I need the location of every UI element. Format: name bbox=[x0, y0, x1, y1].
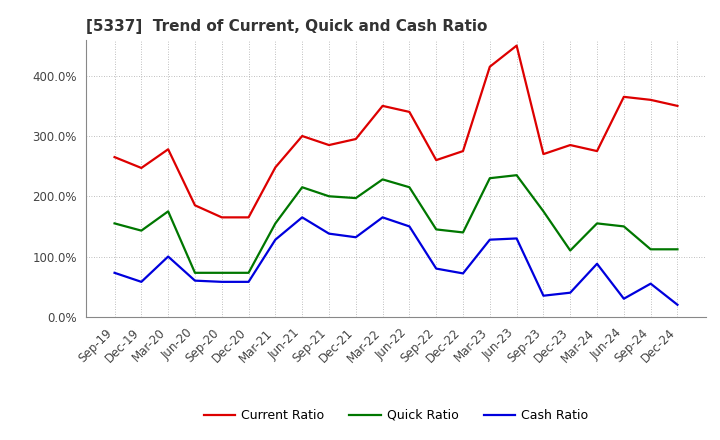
Quick Ratio bbox=[271, 221, 279, 226]
Current Ratio bbox=[110, 154, 119, 160]
Current Ratio bbox=[619, 94, 628, 99]
Quick Ratio bbox=[513, 172, 521, 178]
Cash Ratio bbox=[673, 302, 682, 308]
Cash Ratio bbox=[459, 271, 467, 276]
Current Ratio bbox=[271, 165, 279, 170]
Legend: Current Ratio, Quick Ratio, Cash Ratio: Current Ratio, Quick Ratio, Cash Ratio bbox=[199, 404, 593, 427]
Line: Cash Ratio: Cash Ratio bbox=[114, 217, 678, 305]
Current Ratio bbox=[137, 165, 145, 171]
Quick Ratio bbox=[619, 224, 628, 229]
Cash Ratio bbox=[647, 281, 655, 286]
Cash Ratio bbox=[110, 270, 119, 275]
Cash Ratio bbox=[351, 235, 360, 240]
Cash Ratio bbox=[298, 215, 307, 220]
Quick Ratio bbox=[137, 228, 145, 233]
Quick Ratio bbox=[378, 177, 387, 182]
Current Ratio bbox=[593, 148, 601, 154]
Quick Ratio bbox=[244, 270, 253, 275]
Quick Ratio bbox=[164, 209, 173, 214]
Current Ratio bbox=[298, 133, 307, 139]
Quick Ratio bbox=[673, 247, 682, 252]
Cash Ratio bbox=[593, 261, 601, 266]
Cash Ratio bbox=[378, 215, 387, 220]
Cash Ratio bbox=[271, 237, 279, 242]
Cash Ratio bbox=[432, 266, 441, 271]
Quick Ratio bbox=[351, 195, 360, 201]
Quick Ratio bbox=[110, 221, 119, 226]
Quick Ratio bbox=[539, 209, 548, 214]
Cash Ratio bbox=[217, 279, 226, 285]
Current Ratio bbox=[432, 158, 441, 163]
Current Ratio bbox=[217, 215, 226, 220]
Current Ratio bbox=[539, 151, 548, 157]
Quick Ratio bbox=[298, 185, 307, 190]
Quick Ratio bbox=[217, 270, 226, 275]
Line: Current Ratio: Current Ratio bbox=[114, 46, 678, 217]
Current Ratio bbox=[164, 147, 173, 152]
Current Ratio bbox=[459, 148, 467, 154]
Quick Ratio bbox=[191, 270, 199, 275]
Current Ratio bbox=[647, 97, 655, 103]
Cash Ratio bbox=[137, 279, 145, 285]
Current Ratio bbox=[378, 103, 387, 109]
Cash Ratio bbox=[164, 254, 173, 259]
Quick Ratio bbox=[325, 194, 333, 199]
Current Ratio bbox=[673, 103, 682, 109]
Quick Ratio bbox=[566, 248, 575, 253]
Quick Ratio bbox=[405, 185, 414, 190]
Cash Ratio bbox=[619, 296, 628, 301]
Current Ratio bbox=[244, 215, 253, 220]
Cash Ratio bbox=[485, 237, 494, 242]
Cash Ratio bbox=[566, 290, 575, 295]
Quick Ratio bbox=[432, 227, 441, 232]
Cash Ratio bbox=[513, 236, 521, 241]
Cash Ratio bbox=[325, 231, 333, 236]
Current Ratio bbox=[351, 136, 360, 142]
Line: Quick Ratio: Quick Ratio bbox=[114, 175, 678, 273]
Quick Ratio bbox=[593, 221, 601, 226]
Current Ratio bbox=[405, 109, 414, 114]
Cash Ratio bbox=[539, 293, 548, 298]
Quick Ratio bbox=[647, 247, 655, 252]
Current Ratio bbox=[566, 143, 575, 148]
Current Ratio bbox=[513, 43, 521, 48]
Current Ratio bbox=[485, 64, 494, 70]
Cash Ratio bbox=[405, 224, 414, 229]
Current Ratio bbox=[191, 203, 199, 208]
Cash Ratio bbox=[244, 279, 253, 285]
Quick Ratio bbox=[459, 230, 467, 235]
Current Ratio bbox=[325, 143, 333, 148]
Quick Ratio bbox=[485, 176, 494, 181]
Text: [5337]  Trend of Current, Quick and Cash Ratio: [5337] Trend of Current, Quick and Cash … bbox=[86, 19, 487, 34]
Cash Ratio bbox=[191, 278, 199, 283]
